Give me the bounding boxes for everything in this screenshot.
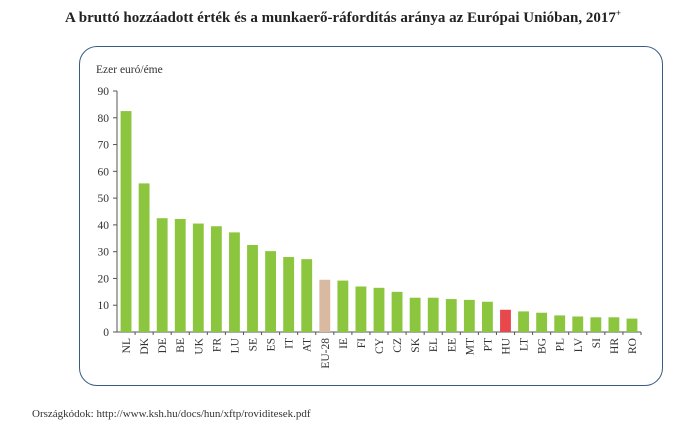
bar-ee bbox=[445, 299, 457, 332]
bar-sk bbox=[409, 297, 421, 332]
bar-lv bbox=[572, 316, 584, 332]
x-tick-label: EE bbox=[446, 338, 458, 352]
bar-lu bbox=[229, 232, 240, 332]
x-tick-label: LT bbox=[519, 338, 531, 351]
bar-se bbox=[247, 244, 258, 332]
bar-uk bbox=[192, 223, 204, 332]
bar-at bbox=[301, 259, 313, 332]
bar-lt bbox=[518, 311, 529, 332]
x-tick-label: DK bbox=[139, 337, 151, 354]
x-tick-label: FI bbox=[356, 338, 368, 348]
x-tick-label: PT bbox=[482, 338, 494, 351]
bar-el bbox=[427, 297, 439, 332]
x-tick-label: HR bbox=[609, 338, 621, 354]
bar-it bbox=[283, 257, 295, 332]
source-note: Országkódok: http://www.ksh.hu/docs/hun/… bbox=[32, 408, 311, 420]
bar-hu bbox=[500, 309, 511, 332]
x-tick-label: EL bbox=[428, 338, 440, 352]
x-tick-label: BG bbox=[537, 338, 549, 354]
y-tick-label: 90 bbox=[98, 86, 110, 98]
x-tick-label: EU-28 bbox=[320, 338, 332, 369]
x-tick-label: CZ bbox=[392, 338, 404, 353]
bar-ie bbox=[337, 280, 349, 332]
bar-fr bbox=[210, 226, 222, 332]
x-tick-label: UK bbox=[193, 337, 205, 354]
y-tick-label: 20 bbox=[98, 273, 110, 285]
y-tick-label: 60 bbox=[98, 166, 110, 178]
y-tick-label: 70 bbox=[98, 140, 110, 152]
x-tick-label: RO bbox=[627, 338, 639, 354]
y-tick-label: 40 bbox=[98, 220, 110, 232]
x-tick-label: MT bbox=[464, 338, 476, 355]
bar-pt bbox=[481, 301, 493, 332]
bar-hr bbox=[608, 317, 620, 332]
bar-ro bbox=[626, 318, 638, 332]
chart-title: A bruttó hozzáadott érték és a munkaerő-… bbox=[65, 8, 621, 26]
bar-mt bbox=[463, 299, 475, 332]
x-tick-label: NL bbox=[121, 338, 133, 353]
bar-fi bbox=[355, 286, 367, 332]
x-tick-label: PL bbox=[555, 338, 567, 351]
x-tick-label: BE bbox=[175, 338, 187, 353]
bar-es bbox=[265, 251, 277, 332]
x-tick-label: SK bbox=[410, 337, 422, 352]
x-tick-label: SI bbox=[591, 338, 603, 348]
bar-pl bbox=[554, 315, 566, 332]
x-tick-label: HU bbox=[500, 337, 512, 354]
x-tick-label: ES bbox=[266, 338, 278, 351]
bar-be bbox=[174, 218, 186, 332]
x-tick-label: SE bbox=[248, 338, 260, 351]
y-tick-label: 0 bbox=[103, 327, 109, 339]
x-tick-label: IE bbox=[338, 338, 350, 349]
x-tick-label: DE bbox=[157, 338, 169, 353]
bar-si bbox=[590, 317, 602, 332]
y-tick-label: 10 bbox=[98, 300, 110, 312]
bar-bg bbox=[536, 312, 548, 332]
bar-cz bbox=[391, 291, 403, 332]
y-tick-label: 80 bbox=[98, 113, 110, 125]
bar-eu-28 bbox=[319, 279, 331, 332]
y-axis-label: Ezer euró/éme bbox=[96, 64, 163, 76]
bar-de bbox=[156, 218, 168, 332]
x-tick-label: LU bbox=[229, 337, 241, 353]
bar-nl bbox=[120, 111, 132, 332]
y-tick-label: 30 bbox=[98, 247, 110, 259]
x-tick-label: IT bbox=[284, 338, 296, 349]
x-tick-label: LV bbox=[573, 337, 585, 352]
x-tick-label: AT bbox=[302, 338, 314, 352]
bar-cy bbox=[373, 287, 385, 332]
x-tick-label: CY bbox=[374, 337, 386, 354]
x-tick-label: FR bbox=[211, 338, 223, 352]
y-tick-label: 50 bbox=[98, 193, 110, 205]
bar-dk bbox=[138, 183, 150, 332]
chart-frame bbox=[79, 46, 663, 386]
